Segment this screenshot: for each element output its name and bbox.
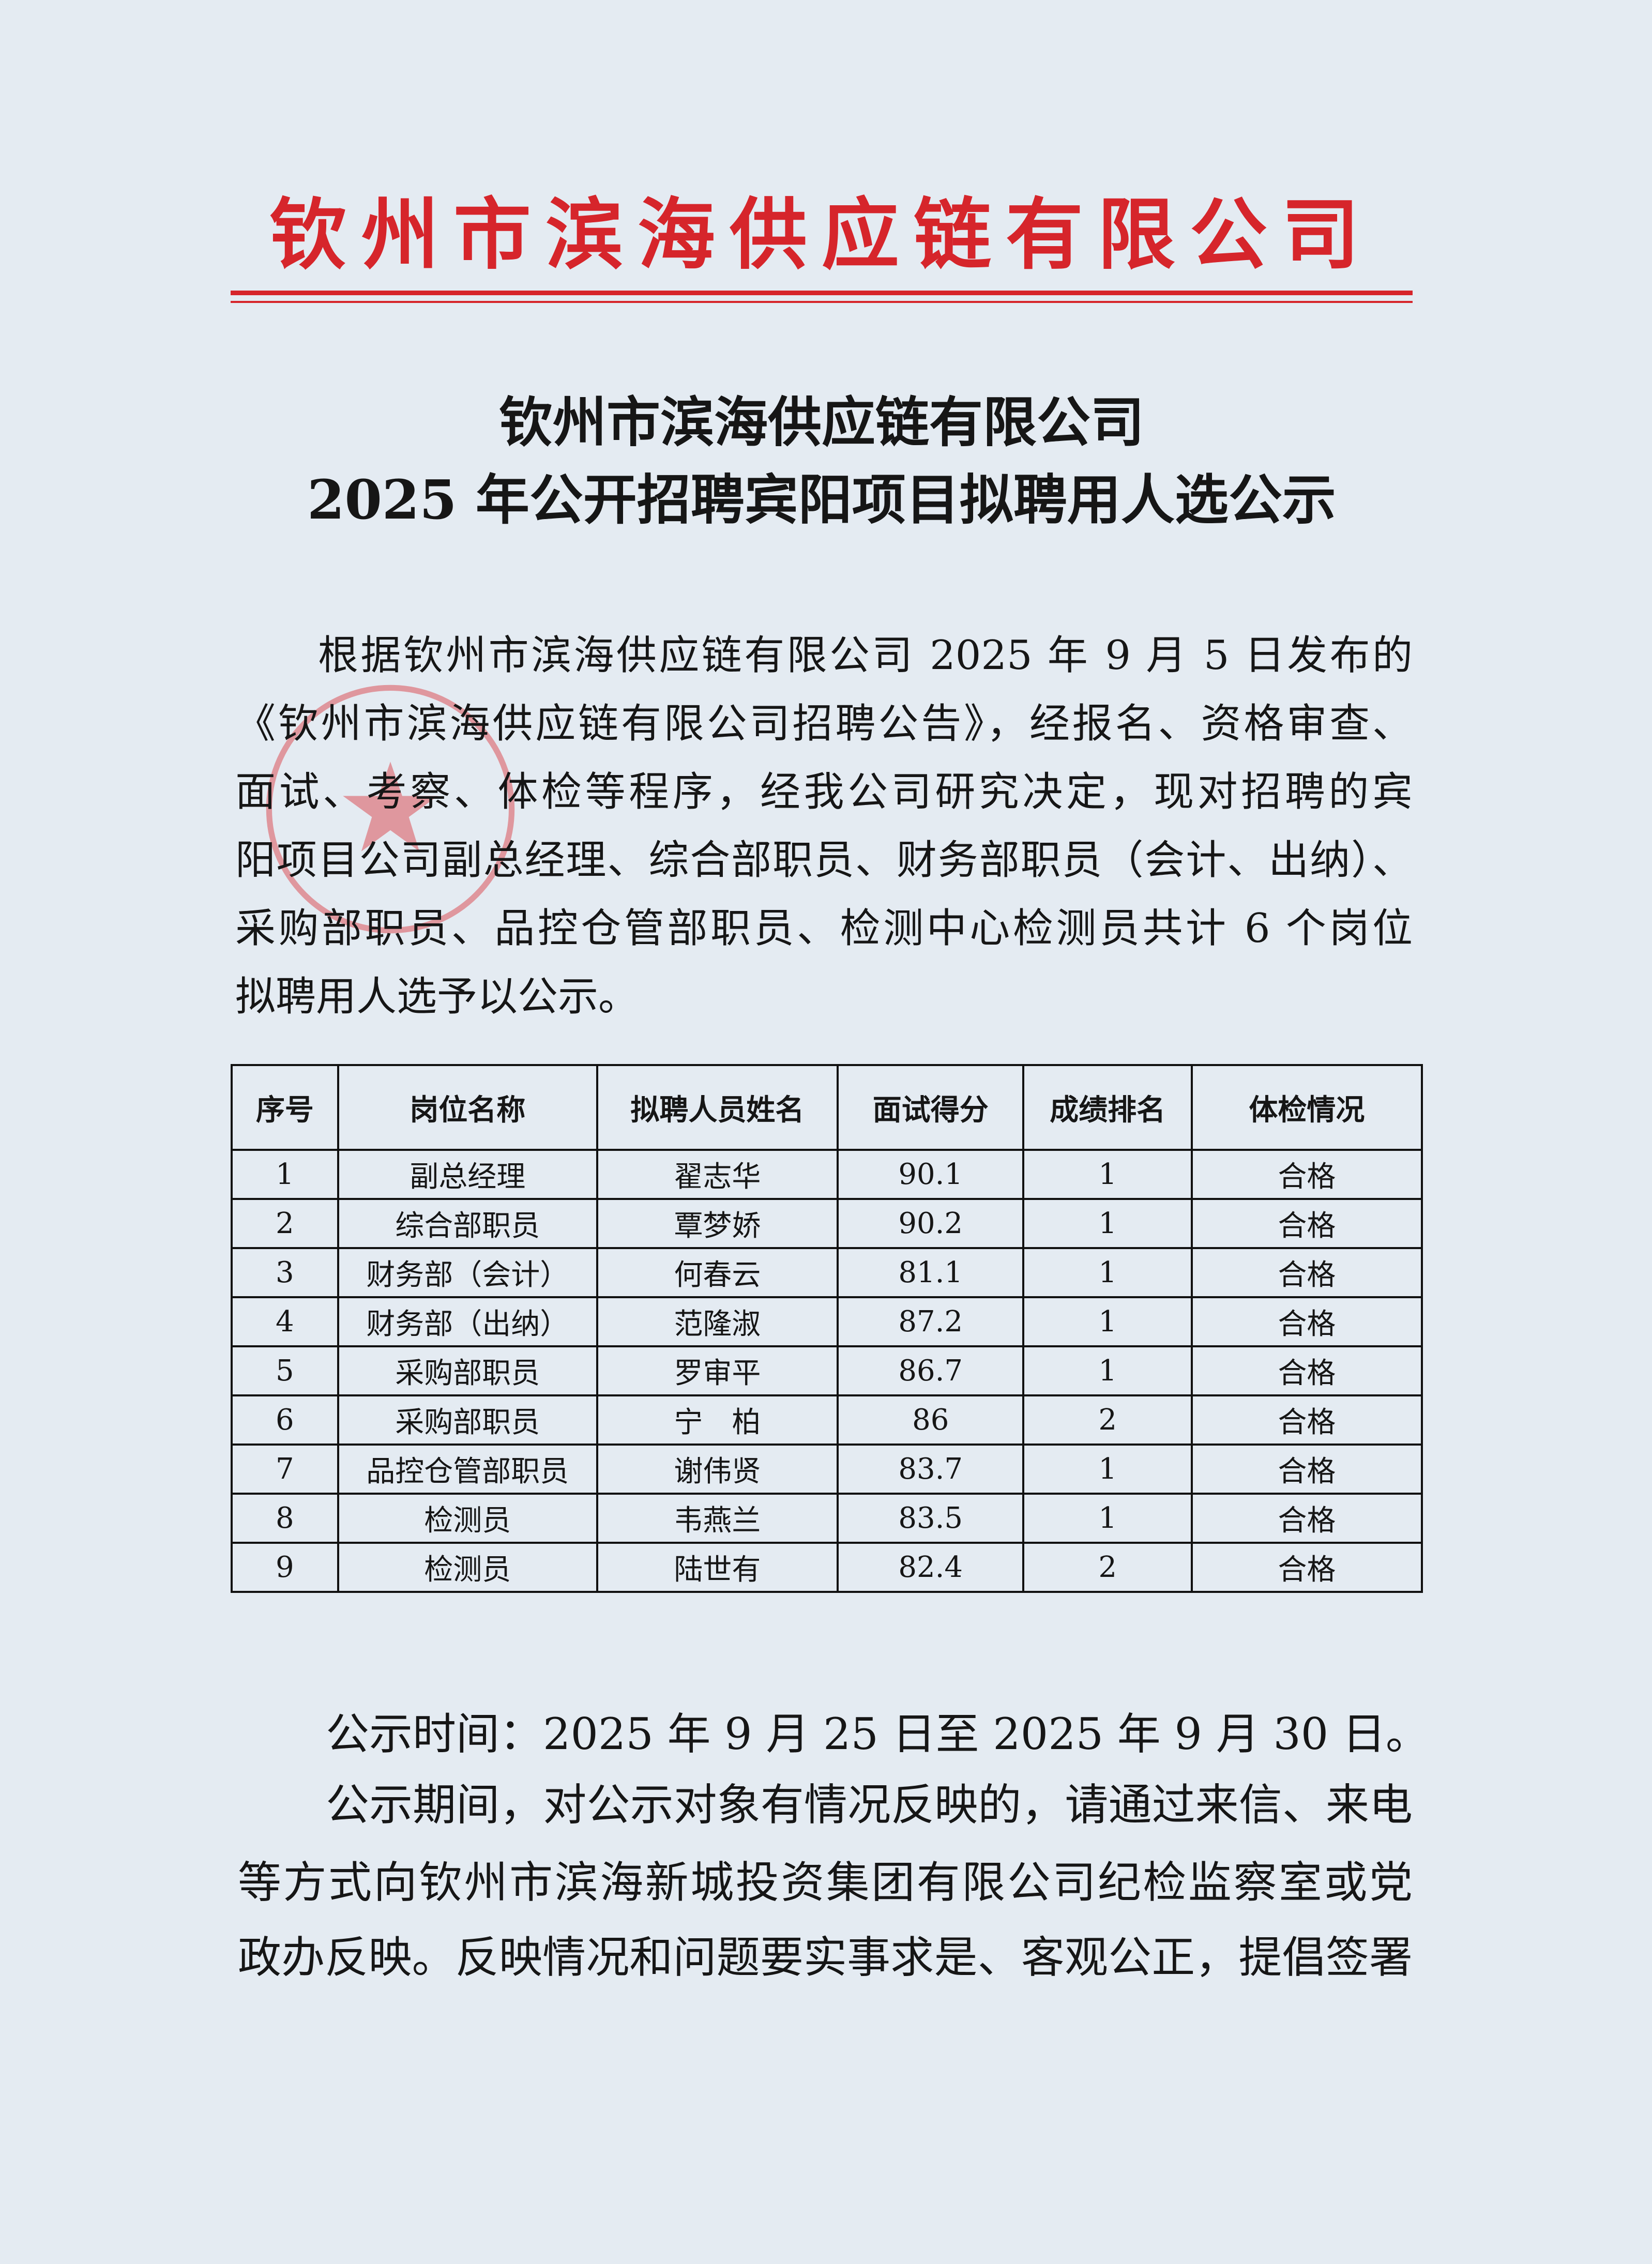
candidates-table: 序号 岗位名称 拟聘人员姓名 面试得分 成绩排名 体检情况 1 副总经理 翟志华 90… bbox=[231, 1064, 1423, 1593]
cell-position: 检测员 bbox=[337, 1493, 598, 1544]
letterhead-rule-thick bbox=[231, 291, 1413, 295]
cell-score: 83.7 bbox=[836, 1444, 1025, 1495]
cell-name: 宁 柏 bbox=[596, 1394, 839, 1446]
cell-name: 韦燕兰 bbox=[596, 1493, 839, 1544]
cell-position: 采购部职员 bbox=[337, 1394, 598, 1446]
intro-line: 面试、考察、体检等程序，经我公司研究决定，现对招聘的宾 bbox=[235, 769, 1413, 815]
cell-score: 82.4 bbox=[836, 1542, 1025, 1593]
cell-rank: 1 bbox=[1022, 1247, 1193, 1298]
cell-position: 采购部职员 bbox=[337, 1345, 598, 1396]
cell-index: 7 bbox=[231, 1444, 339, 1495]
cell-name: 覃梦娇 bbox=[596, 1198, 839, 1249]
document-title-line1: 钦州市滨海供应链有限公司 bbox=[498, 390, 1144, 454]
cell-medical: 合格 bbox=[1190, 1345, 1423, 1396]
intro-line: 拟聘用人选予以公示。 bbox=[235, 974, 639, 1020]
intro-line: 阳项目公司副总经理、综合部职员、财务部职员（会计、出纳）、 bbox=[235, 837, 1413, 884]
cell-score: 81.1 bbox=[836, 1247, 1025, 1298]
cell-name: 陆世有 bbox=[596, 1542, 839, 1593]
feedback-line: 公示期间，对公示对象有情况反映的，请通过来信、来电 bbox=[326, 1780, 1413, 1830]
cell-index: 8 bbox=[231, 1493, 339, 1544]
cell-medical: 合格 bbox=[1190, 1149, 1423, 1200]
cell-position: 品控仓管部职员 bbox=[337, 1444, 598, 1495]
table-row: 3 财务部（会计） 何春云 81.1 1 合格 bbox=[231, 1247, 1423, 1298]
table-row: 4 财务部（出纳） 范隆淑 87.2 1 合格 bbox=[231, 1296, 1423, 1347]
cell-name: 何春云 bbox=[596, 1247, 839, 1298]
cell-score: 86 bbox=[836, 1394, 1025, 1446]
header-position: 岗位名称 bbox=[337, 1064, 598, 1151]
letterhead-rule-thin bbox=[231, 301, 1413, 303]
cell-position: 检测员 bbox=[337, 1542, 598, 1593]
cell-position: 财务部（会计） bbox=[337, 1247, 598, 1298]
cell-medical: 合格 bbox=[1190, 1394, 1423, 1446]
cell-rank: 1 bbox=[1022, 1198, 1193, 1249]
document-title-line2: 2025 年公开招聘宾阳项目拟聘用人选公示 bbox=[307, 468, 1336, 531]
cell-name: 翟志华 bbox=[596, 1149, 839, 1200]
cell-index: 2 bbox=[231, 1198, 339, 1249]
table-header-row: 序号 岗位名称 拟聘人员姓名 面试得分 成绩排名 体检情况 bbox=[231, 1064, 1423, 1151]
letterhead-company-name: 钦州市滨海供应链有限公司 bbox=[269, 190, 1374, 280]
cell-score: 86.7 bbox=[836, 1345, 1025, 1396]
cell-position: 财务部（出纳） bbox=[337, 1296, 598, 1347]
cell-medical: 合格 bbox=[1190, 1444, 1423, 1495]
cell-position: 综合部职员 bbox=[337, 1198, 598, 1249]
table-row: 6 采购部职员宁 柏 86 2 合格 bbox=[231, 1394, 1423, 1446]
cell-score: 83.5 bbox=[836, 1493, 1025, 1544]
cell-name: 罗审平 bbox=[596, 1345, 839, 1396]
intro-line: 采购部职员、品控仓管部职员、检测中心检测员共计 6 个岗位 bbox=[235, 905, 1413, 952]
cell-rank: 1 bbox=[1022, 1444, 1193, 1495]
feedback-line: 政办反映。反映情况和问题要实事求是、客观公正，提倡签署 bbox=[238, 1932, 1413, 1983]
table-row: 7 品控仓管部职员 谢伟贤 83.7 1 合格 bbox=[231, 1444, 1423, 1495]
cell-rank: 1 bbox=[1022, 1493, 1193, 1544]
cell-name: 范隆淑 bbox=[596, 1296, 839, 1347]
cell-medical: 合格 bbox=[1190, 1247, 1423, 1298]
header-medical: 体检情况 bbox=[1190, 1064, 1423, 1151]
cell-medical: 合格 bbox=[1190, 1493, 1423, 1544]
table-row: 5 采购部职员 罗审平 86.7 1 合格 bbox=[231, 1345, 1423, 1396]
header-rank: 成绩排名 bbox=[1022, 1064, 1193, 1151]
header-name: 拟聘人员姓名 bbox=[596, 1064, 839, 1151]
cell-rank: 1 bbox=[1022, 1345, 1193, 1396]
cell-rank: 1 bbox=[1022, 1149, 1193, 1200]
notice-period: 公示时间：2025 年 9 月 25 日至 2025 年 9 月 30 日。 bbox=[326, 1709, 1429, 1759]
cell-score: 90.2 bbox=[836, 1198, 1025, 1249]
cell-position: 副总经理 bbox=[337, 1149, 598, 1200]
cell-medical: 合格 bbox=[1190, 1542, 1423, 1593]
table-row: 2 综合部职员 覃梦娇 90.2 1 合格 bbox=[231, 1198, 1423, 1249]
cell-index: 9 bbox=[231, 1542, 339, 1593]
header-index: 序号 bbox=[231, 1064, 339, 1151]
intro-line: 《钦州市滨海供应链有限公司招聘公告》，经报名、资格审查、 bbox=[235, 701, 1413, 747]
cell-medical: 合格 bbox=[1190, 1296, 1423, 1347]
cell-index: 4 bbox=[231, 1296, 339, 1347]
table-row: 1 副总经理 翟志华 90.1 1 合格 bbox=[231, 1149, 1423, 1200]
table-row: 9 检测员 陆世有 82.4 2 合格 bbox=[231, 1542, 1423, 1593]
cell-index: 5 bbox=[231, 1345, 339, 1396]
cell-index: 6 bbox=[231, 1394, 339, 1446]
intro-line: 根据钦州市滨海供应链有限公司 2025 年 9 月 5 日发布的 bbox=[318, 632, 1413, 679]
cell-rank: 1 bbox=[1022, 1296, 1193, 1347]
cell-index: 1 bbox=[231, 1149, 339, 1200]
cell-medical: 合格 bbox=[1190, 1198, 1423, 1249]
cell-rank: 2 bbox=[1022, 1542, 1193, 1593]
cell-rank: 2 bbox=[1022, 1394, 1193, 1446]
cell-score: 87.2 bbox=[836, 1296, 1025, 1347]
cell-name: 谢伟贤 bbox=[596, 1444, 839, 1495]
company-seal-icon bbox=[266, 685, 515, 934]
table-row: 8 检测员 韦燕兰 83.5 1 合格 bbox=[231, 1493, 1423, 1544]
cell-index: 3 bbox=[231, 1247, 339, 1298]
header-score: 面试得分 bbox=[836, 1064, 1025, 1151]
feedback-line: 等方式向钦州市滨海新城投资集团有限公司纪检监察室或党 bbox=[238, 1857, 1413, 1908]
cell-score: 90.1 bbox=[836, 1149, 1025, 1200]
